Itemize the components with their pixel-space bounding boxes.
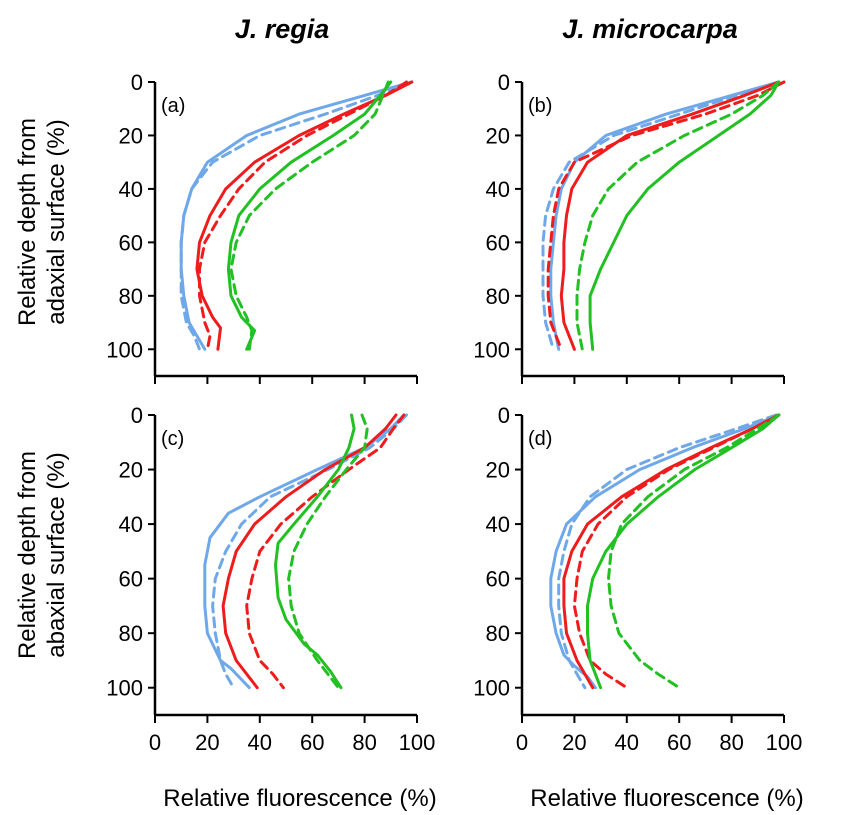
- y-tick-label: 0: [131, 403, 143, 428]
- y-tick-label: 0: [498, 70, 510, 95]
- series-green-dashed: [607, 413, 781, 690]
- ylabel-top-line1: Relative depth from: [14, 118, 41, 326]
- x-tick-label: 0: [516, 730, 528, 755]
- series-red-solid: [195, 80, 414, 351]
- y-tick-label: 20: [119, 458, 143, 483]
- panel-3: 0 20 40 60 80 100 0 20 40 60 80 100 (c): [106, 403, 435, 755]
- series-red-dashed: [198, 80, 408, 351]
- series-blue-dashed: [179, 80, 414, 351]
- series-red-dashed: [572, 413, 781, 690]
- y-tick-label: 0: [131, 70, 143, 95]
- panel-1: 0 20 40 60 80 100 (a): [106, 70, 418, 384]
- y-tick-label: 60: [119, 567, 143, 592]
- series-blue-dashed: [541, 80, 781, 351]
- column-title-right: J. microcarpa: [562, 14, 738, 44]
- x-tick-label: 100: [766, 730, 803, 755]
- panel-label: (c): [161, 428, 184, 450]
- panels: 0 20 40 60 80 100 (a) 0 20 40 60 80 100 (b) 0 20 40 60 80 1…: [106, 70, 802, 755]
- y-tick-label: 60: [119, 230, 143, 255]
- panel-label: (d): [528, 428, 552, 450]
- y-tick-label: 100: [473, 676, 510, 701]
- y-tick-label: 40: [486, 512, 510, 537]
- ylabel-top-line2: adaxial surface (%): [43, 119, 70, 324]
- x-tick-label: 40: [248, 730, 272, 755]
- y-tick-label: 80: [486, 621, 510, 646]
- y-tick-label: 60: [486, 230, 510, 255]
- series-green-solid: [588, 80, 781, 351]
- y-tick-label: 80: [486, 284, 510, 309]
- y-tick-label: 0: [498, 403, 510, 428]
- panel-label: (a): [161, 95, 185, 117]
- series-green-dashed: [229, 80, 390, 351]
- x-tick-label: 40: [615, 730, 639, 755]
- x-tick-label: 100: [399, 730, 436, 755]
- y-tick-label: 20: [486, 123, 510, 148]
- series-blue-solid: [549, 80, 781, 351]
- y-tick-label: 100: [106, 676, 143, 701]
- ylabel-bottom-line1: Relative depth from: [14, 451, 41, 659]
- series-blue-dashed: [211, 413, 408, 690]
- y-tick-label: 20: [119, 123, 143, 148]
- series-green-solid: [586, 413, 781, 690]
- x-tick-label: 80: [719, 730, 743, 755]
- y-tick-label: 80: [119, 284, 143, 309]
- y-tick-label: 100: [473, 337, 510, 362]
- y-tick-label: 40: [119, 177, 143, 202]
- y-tick-label: 60: [486, 567, 510, 592]
- series-green-solid: [274, 413, 356, 690]
- panel-label: (b): [528, 95, 552, 117]
- series-blue-dashed: [557, 413, 778, 690]
- series-red-dashed: [245, 413, 406, 690]
- y-tick-label: 40: [119, 512, 143, 537]
- ylabel-bottom-line2: abaxial surface (%): [43, 452, 70, 657]
- x-tick-label: 60: [667, 730, 691, 755]
- xlabel-left: Relative fluorescence (%): [163, 785, 436, 812]
- x-tick-label: 20: [195, 730, 219, 755]
- y-tick-label: 20: [486, 458, 510, 483]
- y-tick-label: 40: [486, 177, 510, 202]
- series-green-dashed: [575, 80, 781, 351]
- column-title-left: J. regia: [235, 14, 330, 44]
- series-red-solid: [559, 80, 781, 351]
- series-green-solid: [226, 80, 393, 351]
- x-tick-label: 60: [300, 730, 324, 755]
- y-tick-label: 100: [106, 337, 143, 362]
- series-blue-solid: [549, 413, 781, 690]
- x-tick-label: 0: [149, 730, 161, 755]
- series-red-dashed: [546, 80, 786, 351]
- panel-4: 0 20 40 60 80 100 0 20 40 60 80 100 (d): [473, 403, 802, 755]
- xlabel-right: Relative fluorescence (%): [530, 785, 803, 812]
- x-tick-label: 20: [562, 730, 586, 755]
- series-green-dashed: [287, 413, 369, 690]
- panel-2: 0 20 40 60 80 100 (b): [473, 70, 786, 384]
- y-tick-label: 80: [119, 621, 143, 646]
- x-tick-label: 80: [352, 730, 376, 755]
